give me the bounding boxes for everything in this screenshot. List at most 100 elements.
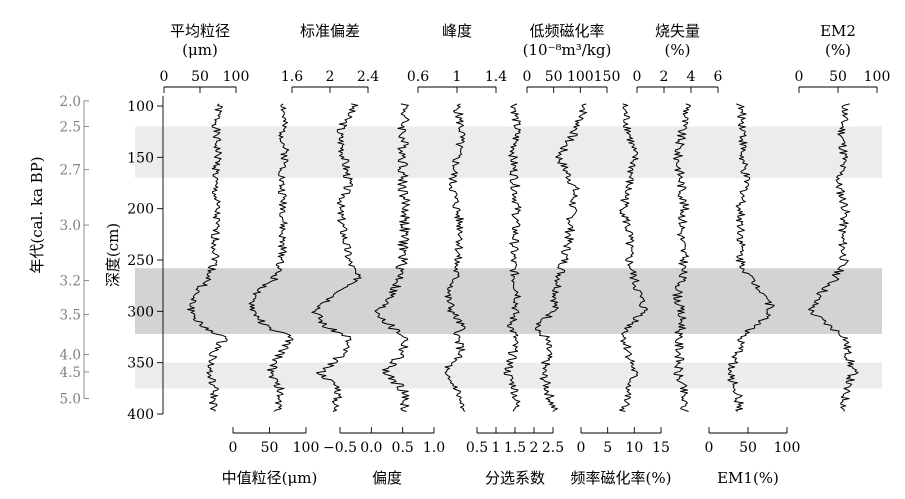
series-curve: [187, 103, 228, 412]
series-tick-label: 50: [191, 69, 209, 85]
series-skewness: −0.5 0.0 0.5 1.0 偏度: [323, 103, 445, 487]
series-tick-label: 100: [223, 69, 250, 85]
age-axis: 2.0 2.5 2.7 3.0 3.2 3.5 4.0 4.5 5.0: [60, 94, 89, 408]
series-low-freq-susceptibility: 0 50 100 150 低频磁化率(10⁻⁸m³/kg): [523, 22, 621, 412]
series-freq-susceptibility: 0 5 10 15 频率磁化率(%): [571, 103, 672, 487]
depth-tick-label: 400: [127, 407, 154, 423]
series-tick-label: 1.4: [485, 69, 507, 85]
series-tick-label: 0: [577, 440, 586, 456]
series-name: 分选系数: [485, 469, 545, 487]
series-tick-label: 100: [864, 69, 891, 85]
series-tick-label: 100: [293, 440, 320, 456]
age-tick-label: 5.0: [60, 392, 81, 408]
series-tick-label: 100: [567, 69, 594, 85]
series-loss-on-ignition: 0 2 4 6 烧失量(%): [633, 22, 723, 412]
series-curve: [808, 103, 859, 412]
series-name: EM2: [820, 22, 856, 40]
series-curve: [374, 103, 411, 412]
shaded-interval-3: [135, 362, 882, 389]
series-mean-grain-size: 0 50 100 平均粒径(μm): [160, 22, 250, 412]
series-curve: [619, 103, 648, 412]
depth-axis: 100 150 200 250 300 350 400: [127, 95, 164, 423]
series-name: 低频磁化率: [529, 22, 604, 40]
series-tick-label: 100: [774, 440, 801, 456]
series-kurtosis: 0.6 1 1.4 峰度: [407, 22, 507, 412]
series-tick-label: 0.6: [407, 69, 429, 85]
series-name: 平均粒径: [170, 22, 230, 40]
shaded-interval-1: [135, 126, 882, 178]
series-tick-label: 50: [829, 69, 847, 85]
series-tick-label: 0.5: [392, 440, 414, 456]
series-tick-label: 2.4: [357, 69, 379, 85]
series-tick-label: 0: [160, 69, 169, 85]
series-name: 标准偏差: [300, 22, 360, 40]
series-tick-label: 2: [660, 69, 669, 85]
series-curve: [727, 103, 775, 412]
series-curve: [503, 103, 522, 412]
series-unit: (10⁻⁸m³/kg): [523, 41, 612, 59]
series-tick-label: 150: [594, 69, 621, 85]
age-tick-label: 3.2: [60, 274, 81, 290]
series-unit: (%): [665, 41, 691, 59]
series-curve: [535, 103, 588, 412]
series-tick-label: 1: [453, 69, 462, 85]
series-name: EM1(%): [717, 469, 779, 487]
series-tick-label: −0.5: [323, 440, 357, 456]
series-em2: 0 50 100 EM2(%): [795, 22, 891, 412]
series-sorting-coefficient: 0.5 1 1.5 2 2.5 分选系数: [466, 103, 564, 487]
age-tick-label: 2.7: [60, 163, 81, 179]
series-tick-label: 1.6: [281, 69, 303, 85]
series-name: 烧失量: [655, 22, 700, 40]
series-unit: (%): [825, 41, 851, 59]
series-tick-label: 50: [545, 69, 563, 85]
series-tick-label: 0: [633, 69, 642, 85]
series-curve: [444, 103, 466, 412]
series-tick-label: 1.5: [504, 440, 526, 456]
depth-tick-label: 300: [127, 304, 154, 320]
series-tick-label: 1: [492, 440, 501, 456]
series-curve: [248, 103, 294, 412]
shaded-intervals: [135, 126, 882, 389]
series-name: 频率磁化率(%): [571, 469, 672, 487]
age-axis-label: 年代(cal. ka BP): [28, 156, 46, 273]
series-median-grain-size: 0 50 100 中值粒径(μm): [222, 103, 320, 487]
series-curve: [311, 103, 362, 412]
series-tick-label: 50: [739, 440, 757, 456]
series-tick-label: 5: [603, 440, 612, 456]
series-tick-label: 6: [714, 69, 723, 85]
depth-tick-label: 100: [127, 99, 154, 115]
depth-tick-label: 150: [127, 150, 154, 166]
age-tick-label: 2.0: [60, 94, 81, 110]
series-tick-label: 15: [652, 440, 670, 456]
series-tick-label: 0: [523, 69, 532, 85]
series-name: 偏度: [372, 469, 402, 487]
series-std-deviation: 1.6 2 2.4 标准偏差: [281, 22, 379, 412]
series-em1: 0 50 100 EM1(%): [705, 103, 801, 487]
depth-tick-label: 200: [127, 202, 154, 218]
age-tick-label: 2.5: [60, 120, 81, 136]
depth-tick-label: 250: [127, 253, 154, 269]
series-tick-label: 1.0: [423, 440, 445, 456]
age-tick-label: 4.5: [60, 365, 81, 381]
series-name: 中值粒径(μm): [222, 469, 318, 487]
series-name: 峰度: [442, 22, 472, 40]
series-tick-label: 0.5: [466, 440, 488, 456]
series-curve: [672, 103, 691, 412]
age-tick-label: 3.5: [60, 307, 81, 323]
series-tick-label: 4: [687, 69, 696, 85]
depth-tick-label: 350: [127, 356, 154, 372]
series-tick-label: 50: [261, 440, 279, 456]
series-tick-label: 0: [229, 440, 238, 456]
series-tick-label: 0.0: [360, 440, 382, 456]
series-tick-label: 2.5: [542, 440, 564, 456]
series-tick-label: 2: [530, 440, 539, 456]
age-tick-label: 3.0: [60, 218, 81, 234]
series-tick-label: 2: [326, 69, 335, 85]
series-tick-label: 10: [625, 440, 643, 456]
series-unit: (μm): [182, 41, 218, 59]
age-tick-label: 4.0: [60, 347, 81, 363]
series-tick-label: 0: [705, 440, 714, 456]
depth-axis-label: 深度(cm): [104, 223, 122, 287]
